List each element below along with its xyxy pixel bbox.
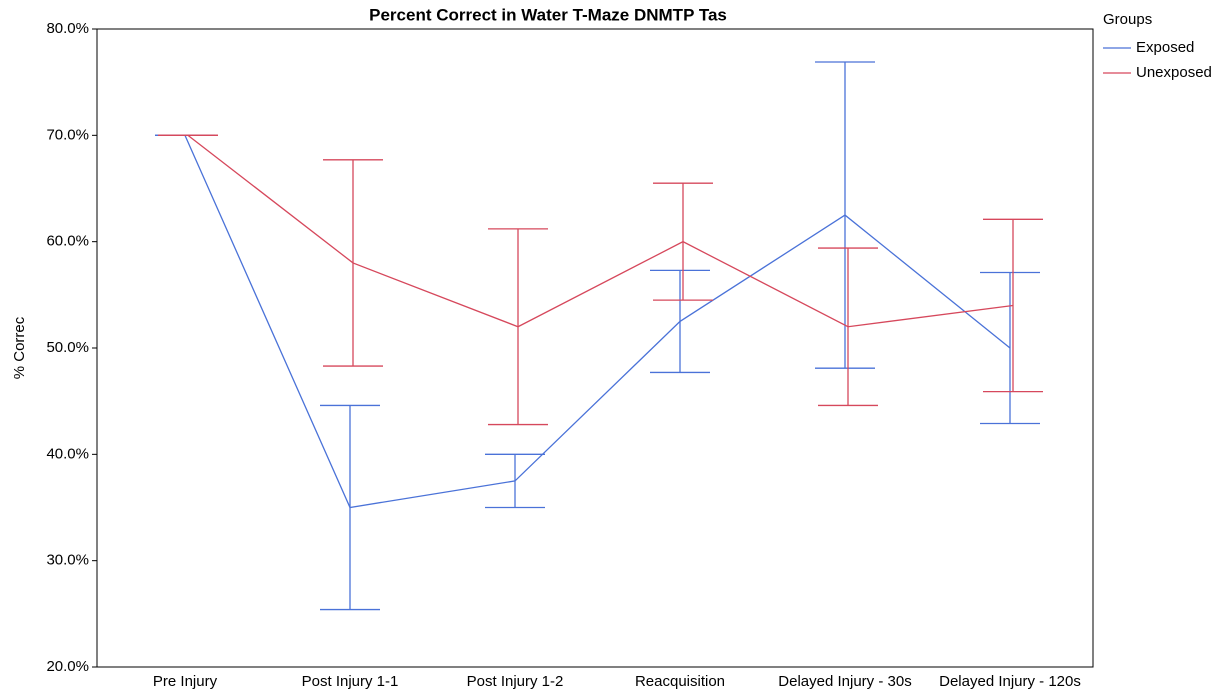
- y-tick-label: 20.0%: [46, 658, 89, 675]
- y-tick-label: 80.0%: [46, 20, 89, 37]
- series-line: [184, 135, 1011, 509]
- x-tick-label: Post Injury 1-2: [467, 673, 564, 690]
- plot-frame: [96, 28, 1094, 668]
- x-tick-label: Delayed Injury - 120s: [939, 673, 1081, 690]
- x-tick-label: Pre Injury: [153, 673, 218, 690]
- y-tick-label: 30.0%: [46, 552, 89, 569]
- chart-title: Percent Correct in Water T-Maze DNMTP Ta…: [369, 5, 727, 24]
- y-tick-label: 40.0%: [46, 445, 89, 462]
- x-tick-label: Reacquisition: [635, 673, 725, 690]
- x-tick-label: Delayed Injury - 30s: [778, 673, 911, 690]
- y-axis-label: % Correc: [11, 316, 28, 379]
- legend-label: Exposed: [1136, 39, 1194, 56]
- legend-title: Groups: [1103, 11, 1152, 28]
- y-tick-label: 70.0%: [46, 126, 89, 143]
- legend-label: Unexposed: [1136, 64, 1212, 81]
- x-tick-label: Post Injury 1-1: [302, 673, 399, 690]
- series-line: [187, 134, 1014, 328]
- y-tick-label: 60.0%: [46, 233, 89, 250]
- y-tick-label: 50.0%: [46, 339, 89, 356]
